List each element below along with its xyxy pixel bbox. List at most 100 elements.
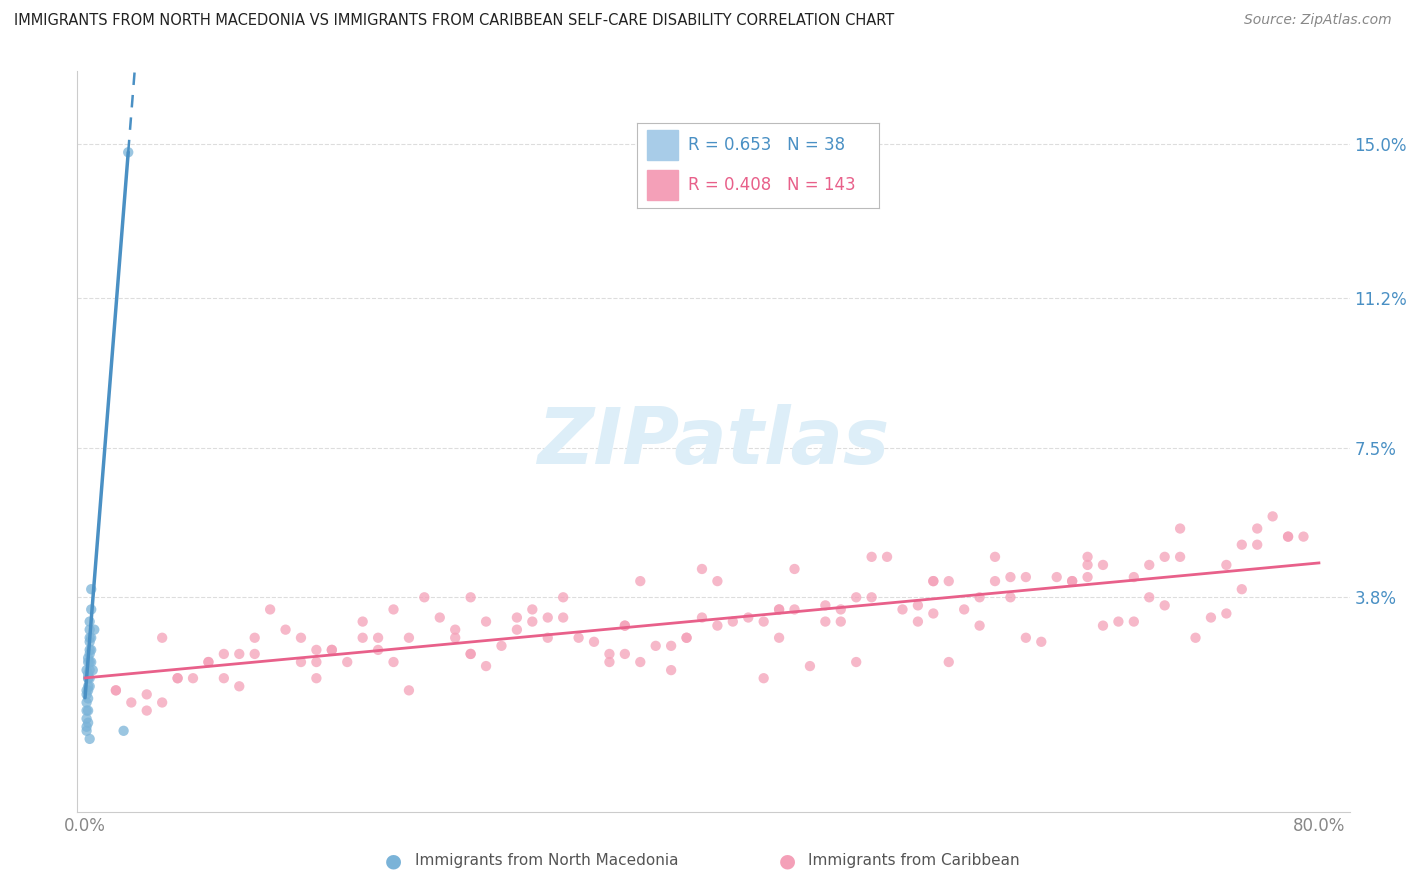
Point xyxy=(444,623,467,637)
Point xyxy=(367,631,389,645)
Point xyxy=(460,591,482,605)
Text: Source: ZipAtlas.com: Source: ZipAtlas.com xyxy=(1244,13,1392,28)
Point xyxy=(77,691,100,706)
Point xyxy=(104,683,127,698)
Point xyxy=(628,574,651,588)
Point xyxy=(76,696,98,710)
Point xyxy=(398,683,420,698)
Point xyxy=(644,639,666,653)
Point xyxy=(553,591,575,605)
Point xyxy=(79,631,101,645)
Point xyxy=(1215,607,1237,621)
Point xyxy=(860,591,883,605)
Point xyxy=(537,631,560,645)
Point xyxy=(752,671,775,685)
Point xyxy=(1122,570,1144,584)
Point xyxy=(598,647,620,661)
Point xyxy=(80,643,103,657)
Text: R = 0.653   N = 38: R = 0.653 N = 38 xyxy=(688,136,845,154)
Point xyxy=(506,623,529,637)
Text: ZIPatlas: ZIPatlas xyxy=(537,403,890,480)
Point xyxy=(1137,558,1160,572)
Point xyxy=(77,671,100,685)
Point xyxy=(1246,522,1268,536)
Point xyxy=(659,663,682,677)
Point xyxy=(1230,582,1253,597)
Point xyxy=(1277,530,1299,544)
Point xyxy=(77,667,100,681)
Point xyxy=(290,631,312,645)
Point xyxy=(830,602,852,616)
Point xyxy=(845,655,868,669)
Point xyxy=(1000,591,1022,605)
Point xyxy=(783,562,806,576)
Point xyxy=(77,671,100,685)
Point xyxy=(1091,618,1114,632)
Point xyxy=(77,715,100,730)
Point xyxy=(598,655,620,669)
Point xyxy=(243,631,266,645)
Point xyxy=(352,631,374,645)
Point xyxy=(799,659,821,673)
Point xyxy=(76,704,98,718)
Text: R = 0.408   N = 143: R = 0.408 N = 143 xyxy=(688,176,856,194)
Point xyxy=(460,647,482,661)
Point xyxy=(1168,549,1191,564)
Point xyxy=(80,631,103,645)
Point xyxy=(80,582,103,597)
Point xyxy=(228,647,250,661)
Point xyxy=(77,655,100,669)
Text: IMMIGRANTS FROM NORTH MACEDONIA VS IMMIGRANTS FROM CARIBBEAN SELF-CARE DISABILIT: IMMIGRANTS FROM NORTH MACEDONIA VS IMMIG… xyxy=(14,13,894,29)
Point xyxy=(243,647,266,661)
Point xyxy=(76,712,98,726)
Point xyxy=(553,610,575,624)
Point xyxy=(845,591,868,605)
Point xyxy=(814,599,837,613)
Point xyxy=(79,647,101,661)
Point xyxy=(984,549,1007,564)
Point xyxy=(413,591,436,605)
Point xyxy=(321,643,343,657)
Point xyxy=(938,574,960,588)
Point xyxy=(1230,538,1253,552)
Point xyxy=(737,610,759,624)
Point xyxy=(82,663,104,677)
Point xyxy=(444,631,467,645)
Point xyxy=(321,643,343,657)
Point xyxy=(522,602,544,616)
Point xyxy=(112,723,135,738)
Point xyxy=(1153,599,1175,613)
Point xyxy=(922,574,945,588)
Point xyxy=(876,549,898,564)
Point xyxy=(305,643,328,657)
Point xyxy=(1091,558,1114,572)
Point xyxy=(537,610,560,624)
Point xyxy=(768,602,790,616)
Point xyxy=(382,602,405,616)
Point xyxy=(1184,631,1206,645)
Point xyxy=(1137,591,1160,605)
Point xyxy=(197,655,219,669)
Point xyxy=(79,731,101,746)
Point xyxy=(891,602,914,616)
Point xyxy=(76,720,98,734)
Point xyxy=(675,631,697,645)
Point xyxy=(768,631,790,645)
Point xyxy=(1031,635,1053,649)
Point xyxy=(228,679,250,693)
Point xyxy=(969,591,991,605)
Point xyxy=(1062,574,1084,588)
Point xyxy=(352,615,374,629)
Point xyxy=(76,723,98,738)
Point xyxy=(150,631,173,645)
Point xyxy=(79,623,101,637)
Text: ●: ● xyxy=(779,851,796,871)
Point xyxy=(1153,549,1175,564)
Point xyxy=(706,574,728,588)
Point xyxy=(1107,615,1129,629)
Point xyxy=(166,671,188,685)
Point xyxy=(1077,570,1099,584)
Text: Immigrants from Caribbean: Immigrants from Caribbean xyxy=(808,854,1021,868)
Point xyxy=(1062,574,1084,588)
Point xyxy=(922,607,945,621)
